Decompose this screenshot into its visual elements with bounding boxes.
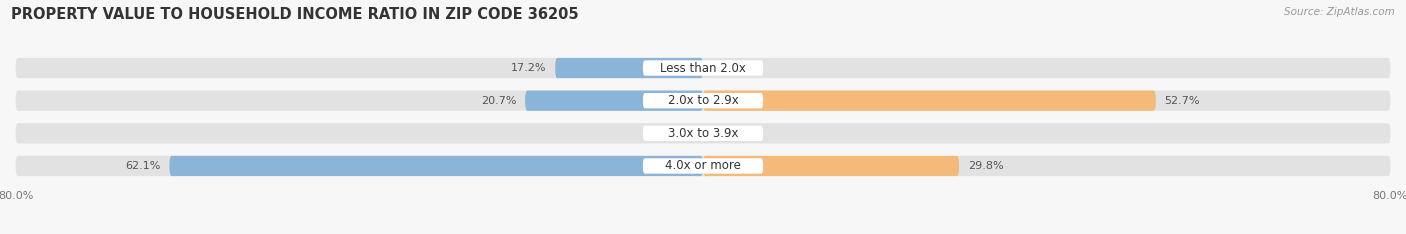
Text: 29.8%: 29.8% [967,161,1004,171]
Text: 0.0%: 0.0% [711,128,740,138]
FancyBboxPatch shape [170,156,703,176]
FancyBboxPatch shape [15,156,1391,176]
FancyBboxPatch shape [555,58,703,78]
FancyBboxPatch shape [703,156,959,176]
FancyBboxPatch shape [15,58,1391,78]
FancyBboxPatch shape [526,91,703,111]
Legend: Without Mortgage, With Mortgage: Without Mortgage, With Mortgage [579,232,827,234]
Text: 2.0x to 2.9x: 2.0x to 2.9x [668,94,738,107]
Text: 0.0%: 0.0% [711,63,740,73]
Text: 0.0%: 0.0% [666,128,695,138]
Text: Less than 2.0x: Less than 2.0x [659,62,747,74]
Text: 4.0x or more: 4.0x or more [665,160,741,172]
FancyBboxPatch shape [703,91,1156,111]
Text: 17.2%: 17.2% [512,63,547,73]
FancyBboxPatch shape [643,158,763,174]
Text: Source: ZipAtlas.com: Source: ZipAtlas.com [1284,7,1395,17]
Text: 20.7%: 20.7% [481,96,516,106]
FancyBboxPatch shape [643,126,763,141]
FancyBboxPatch shape [15,91,1391,111]
FancyBboxPatch shape [15,123,1391,143]
FancyBboxPatch shape [643,93,763,108]
FancyBboxPatch shape [643,60,763,76]
Text: PROPERTY VALUE TO HOUSEHOLD INCOME RATIO IN ZIP CODE 36205: PROPERTY VALUE TO HOUSEHOLD INCOME RATIO… [11,7,579,22]
Text: 62.1%: 62.1% [125,161,160,171]
Text: 52.7%: 52.7% [1164,96,1199,106]
Text: 3.0x to 3.9x: 3.0x to 3.9x [668,127,738,140]
